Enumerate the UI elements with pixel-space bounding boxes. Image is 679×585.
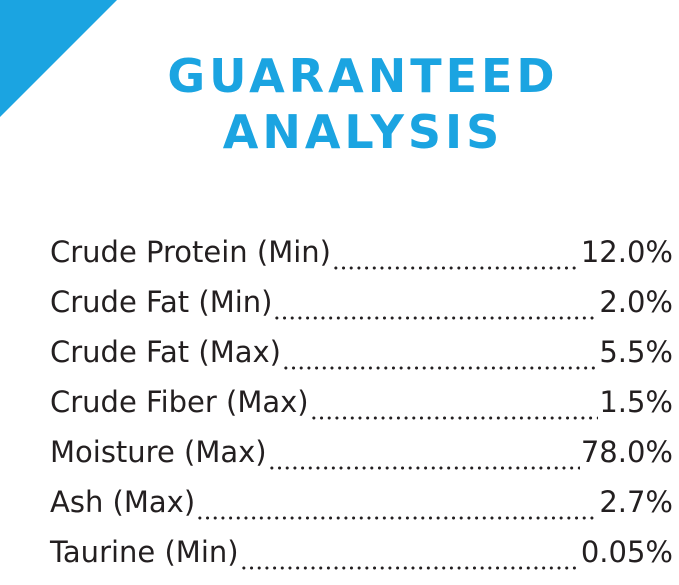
title-line: GUARANTEED <box>167 49 559 103</box>
dot-leader <box>309 416 599 420</box>
nutrient-label: Crude Fat (Max) <box>50 335 281 369</box>
nutrient-value: 0.05% <box>580 535 673 569</box>
dot-leader <box>281 366 599 370</box>
nutrient-label: Taurine (Min) <box>50 535 239 569</box>
analysis-row: Crude Protein (Min) 12.0% <box>50 235 673 285</box>
nutrient-label: Crude Fiber (Max) <box>50 385 309 419</box>
analysis-row: Taurine (Min) 0.05% <box>50 535 673 585</box>
nutrient-value: 2.0% <box>599 285 673 319</box>
dot-leader <box>239 566 580 570</box>
corner-triangle <box>0 0 117 117</box>
analysis-row: Crude Fat (Max) 5.5% <box>50 335 673 385</box>
nutrient-value: 1.5% <box>599 385 673 419</box>
nutrient-label: Moisture (Max) <box>50 435 267 469</box>
dot-leader <box>331 266 580 270</box>
analysis-row: Ash (Max) 2.7% <box>50 485 673 535</box>
analysis-row: Crude Fiber (Max) 1.5% <box>50 385 673 435</box>
nutrient-label: Crude Fat (Min) <box>50 285 273 319</box>
analysis-row: Crude Fat (Min) 2.0% <box>50 285 673 335</box>
dot-leader <box>273 316 599 320</box>
nutrient-value: 78.0% <box>580 435 673 469</box>
nutrient-value: 2.7% <box>599 485 673 519</box>
analysis-row: Moisture (Max) 78.0% <box>50 435 673 485</box>
analysis-table: Crude Protein (Min) 12.0% Crude Fat (Min) 2… <box>50 235 673 585</box>
nutrient-value: 12.0% <box>580 235 673 269</box>
title-line: ANALYSIS <box>222 105 504 159</box>
dot-leader <box>267 466 580 470</box>
nutrient-label: Ash (Max) <box>50 485 196 519</box>
dot-leader <box>196 516 599 520</box>
nutrient-value: 5.5% <box>599 335 673 369</box>
title: GUARANTEED ANALYSIS <box>90 48 636 160</box>
nutrient-label: Crude Protein (Min) <box>50 235 331 269</box>
